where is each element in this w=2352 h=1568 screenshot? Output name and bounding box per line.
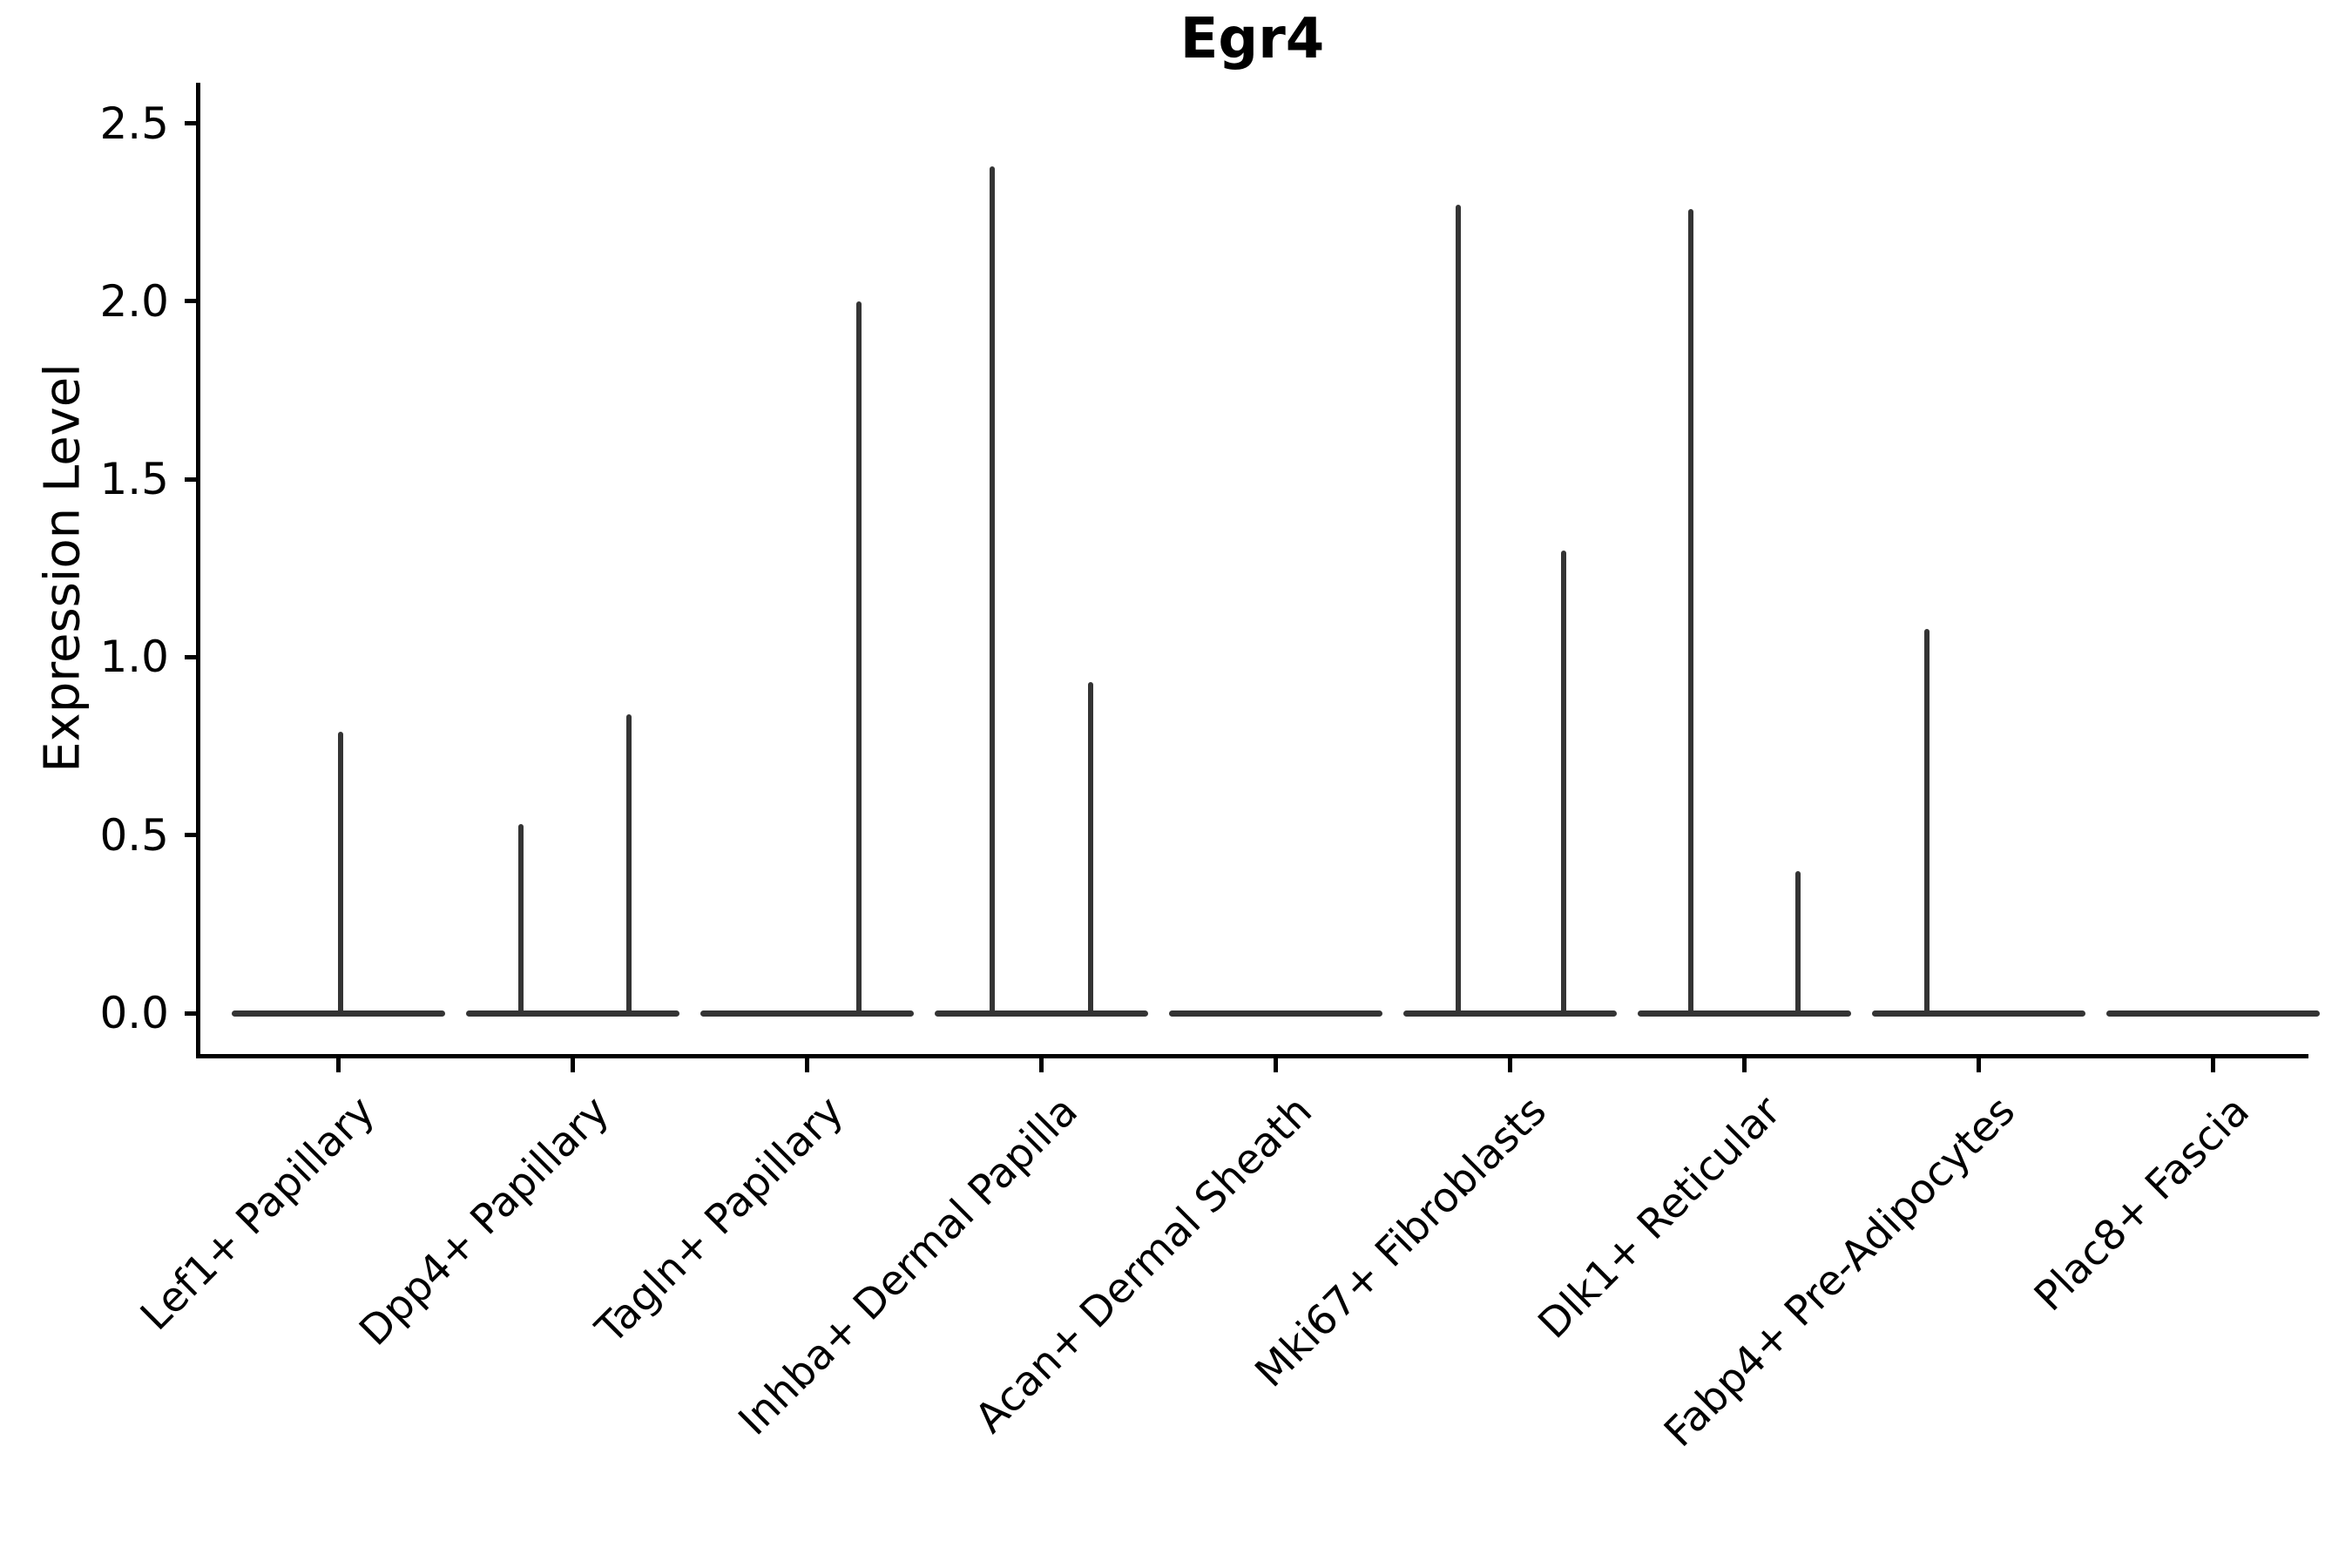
violin-spike (1561, 550, 1567, 1013)
violin-base-5 (1169, 1010, 1382, 1017)
y-tick-mark (185, 476, 198, 482)
violin-base-7 (1638, 1010, 1851, 1017)
x-tick-mark (1038, 1056, 1044, 1072)
y-tick-label: 0.5 (99, 809, 169, 861)
violin-spike (338, 732, 344, 1013)
y-tick-label: 0.0 (99, 988, 169, 1038)
x-tick-mark (1741, 1056, 1747, 1072)
violin-spike (1795, 870, 1801, 1013)
y-tick-label: 1.5 (99, 454, 169, 505)
y-tick-mark (185, 1010, 198, 1016)
violin-spike (1687, 208, 1693, 1013)
violin-base-6 (1403, 1010, 1617, 1017)
y-tick-mark (185, 299, 198, 304)
violin-base-1 (232, 1010, 445, 1017)
violin-base-9 (2106, 1010, 2320, 1017)
x-tick-mark (570, 1056, 575, 1072)
y-axis-spine (196, 83, 200, 1058)
y-tick-label: 2.5 (99, 98, 169, 149)
x-tick-mark (335, 1056, 341, 1072)
violin-spike (1924, 628, 1930, 1013)
y-tick-mark (185, 121, 198, 125)
violin-spike (1456, 205, 1462, 1013)
x-tick-mark (1976, 1056, 1981, 1072)
plot-title: Egr4 (1179, 7, 1325, 71)
violin-base-8 (1872, 1010, 2085, 1017)
y-tick-label: 2.0 (99, 275, 169, 327)
violin-spike (1087, 682, 1093, 1013)
y-axis-label: Expression Level (34, 363, 91, 774)
violin-spike (625, 713, 632, 1013)
y-tick-mark (185, 833, 198, 838)
violin-spike (989, 166, 995, 1013)
y-tick-label: 1.0 (99, 632, 169, 683)
y-tick-mark (185, 654, 198, 659)
x-tick-mark (1273, 1056, 1278, 1072)
violin-spike (518, 824, 524, 1013)
violin-base-3 (700, 1010, 914, 1017)
x-tick-mark (1507, 1056, 1512, 1072)
violin-spike (855, 301, 862, 1013)
violin-base-4 (935, 1010, 1148, 1017)
x-tick-mark (2210, 1056, 2215, 1072)
violin-base-2 (466, 1010, 679, 1017)
x-axis-spine (196, 1054, 2308, 1058)
x-tick-mark (804, 1056, 809, 1072)
